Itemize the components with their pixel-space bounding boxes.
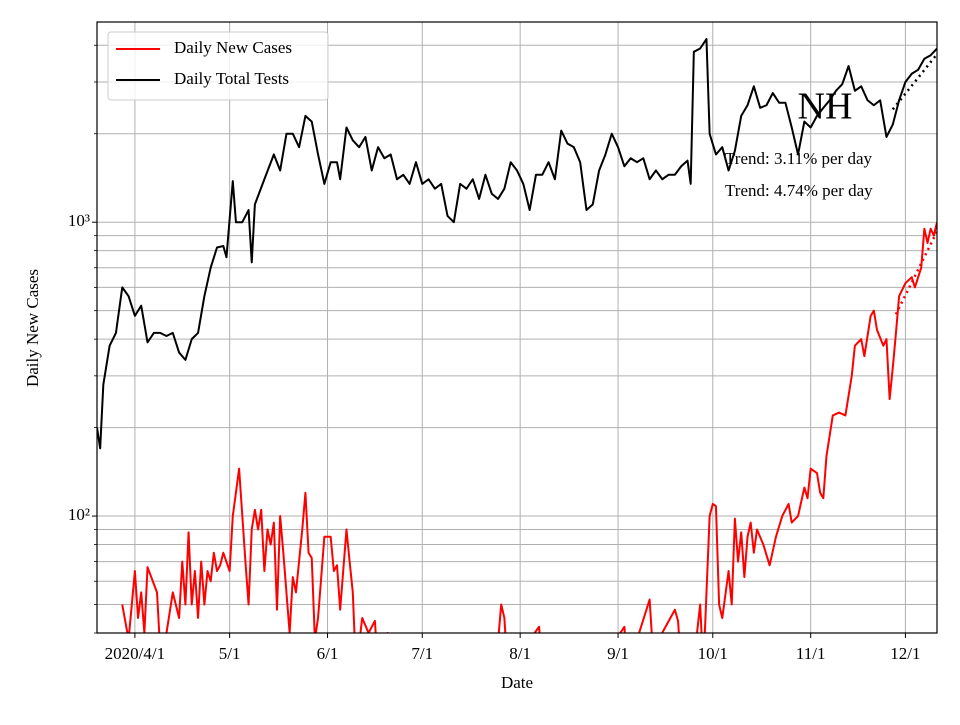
legend-label: Daily New Cases [174,38,292,57]
series-line [121,221,937,633]
y-axis-label: Daily New Cases [23,269,42,387]
x-tick-label: 10/1 [698,644,728,663]
legend-label: Daily Total Tests [174,69,289,88]
x-tick-label: 8/1 [509,644,531,663]
legend: Daily New Cases Daily Total Tests [107,31,329,101]
x-tick-label: 12/1 [890,644,920,663]
trend-annotation: Trend: 3.11% per day [725,149,872,168]
annotations: Trend: 3.11% per day Trend: 4.74% per day [725,149,873,200]
x-tick-label: 9/1 [607,644,629,663]
legend-box [107,31,329,101]
x-tick-label: 11/1 [796,644,826,663]
x-tick-label: 7/1 [411,644,433,663]
series-line [97,38,937,450]
grid [97,22,937,634]
ticks: 10² 10³ 2020/4/1 5/1 6/1 7/1 8/1 9/1 10/1 11/1 12/… [68,44,921,663]
trend-annotation: Trend: 4.74% per day [725,181,873,200]
x-tick-label: 6/1 [317,644,339,663]
plot-area [97,38,937,633]
axes-frame [96,21,938,634]
x-axis-label: Date [501,673,533,692]
y-tick-label: 10³ [68,211,90,230]
chart-title: NH [798,86,853,128]
y-tick-label: 10² [68,505,90,524]
x-tick-label: 5/1 [219,644,241,663]
x-tick-label: 2020/4/1 [105,644,165,663]
